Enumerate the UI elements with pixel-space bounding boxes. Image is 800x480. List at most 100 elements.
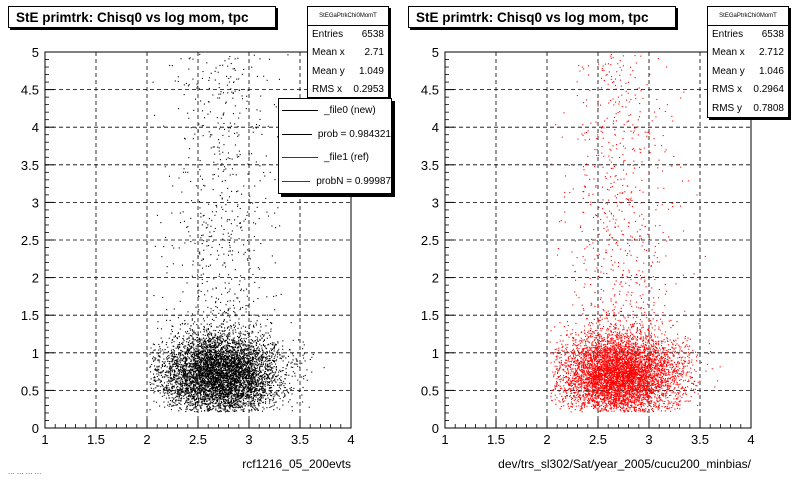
scatter-point xyxy=(242,393,244,395)
scatter-point xyxy=(271,348,273,350)
scatter-point xyxy=(194,321,196,323)
scatter-point xyxy=(218,298,220,300)
scatter-point xyxy=(222,387,224,389)
scatter-point xyxy=(152,358,154,360)
scatter-point xyxy=(228,402,230,404)
scatter-point xyxy=(220,323,222,325)
scatter-point xyxy=(208,369,210,371)
scatter-point xyxy=(245,344,247,346)
scatter-point xyxy=(215,408,217,410)
scatter-point xyxy=(189,378,191,380)
scatter-point xyxy=(276,393,278,395)
scatter-point xyxy=(183,374,185,376)
scatter-point xyxy=(255,390,257,392)
scatter-point xyxy=(249,361,251,363)
scatter-point xyxy=(254,378,256,380)
scatter-point xyxy=(190,402,192,404)
scatter-point xyxy=(262,401,264,403)
scatter-point xyxy=(216,359,218,361)
scatter-point xyxy=(262,381,264,383)
scatter-point xyxy=(212,336,214,338)
scatter-point xyxy=(250,388,252,390)
scatter-point xyxy=(184,380,186,382)
scatter-point xyxy=(164,374,166,376)
scatter-point xyxy=(169,376,171,378)
scatter-point xyxy=(218,407,220,409)
scatter-point xyxy=(215,409,217,411)
scatter-point xyxy=(210,397,212,399)
scatter-point xyxy=(257,385,259,387)
scatter-point xyxy=(228,274,230,276)
scatter-point xyxy=(216,352,218,354)
scatter-point xyxy=(213,363,215,365)
scatter-point xyxy=(187,376,189,378)
scatter-point xyxy=(163,394,165,396)
scatter-point xyxy=(237,342,239,344)
scatter-point xyxy=(245,353,247,355)
scatter-point xyxy=(198,400,200,402)
scatter-point xyxy=(202,367,204,369)
scatter-point xyxy=(252,349,254,351)
scatter-point xyxy=(150,365,152,367)
scatter-point xyxy=(190,353,192,355)
scatter-point xyxy=(185,410,187,412)
scatter-point xyxy=(227,394,229,396)
scatter-point xyxy=(188,402,190,404)
scatter-point xyxy=(228,250,230,252)
scatter-point xyxy=(154,245,156,247)
scatter-point xyxy=(223,357,225,359)
scatter-point xyxy=(174,355,176,357)
scatter-point xyxy=(247,405,249,407)
scatter-point xyxy=(197,365,199,367)
scatter-point xyxy=(257,383,259,385)
scatter-point xyxy=(219,359,221,361)
scatter-point xyxy=(293,363,295,365)
scatter-point xyxy=(245,362,247,364)
scatter-point xyxy=(275,391,277,393)
scatter-point xyxy=(217,375,219,377)
scatter-point xyxy=(272,376,274,378)
scatter-point xyxy=(311,371,313,373)
scatter-point xyxy=(243,371,245,373)
scatter-point xyxy=(238,363,240,365)
scatter-point xyxy=(222,356,224,358)
scatter-point xyxy=(251,330,253,332)
scatter-point xyxy=(168,371,170,373)
scatter-point xyxy=(277,390,279,392)
scatter-point xyxy=(231,278,233,280)
scatter-point xyxy=(214,340,216,342)
scatter-point xyxy=(206,330,208,332)
scatter-point xyxy=(183,220,185,222)
scatter-point xyxy=(243,359,245,361)
scatter-point xyxy=(169,353,171,355)
scatter-point xyxy=(198,337,200,339)
scatter-point xyxy=(220,374,222,376)
scatter-point xyxy=(241,368,243,370)
scatter-point xyxy=(246,356,248,358)
scatter-point xyxy=(233,324,235,326)
scatter-point xyxy=(233,82,235,84)
scatter-point xyxy=(173,386,175,388)
scatter-point xyxy=(253,345,255,347)
scatter-point xyxy=(200,216,202,218)
scatter-point xyxy=(250,370,252,372)
scatter-point xyxy=(227,374,229,376)
scatter-point xyxy=(220,337,222,339)
scatter-point xyxy=(178,402,180,404)
scatter-point xyxy=(208,340,210,342)
scatter-point xyxy=(205,393,207,395)
scatter-point xyxy=(236,341,238,343)
scatter-point xyxy=(253,341,255,343)
scatter-point xyxy=(239,371,241,373)
scatter-point xyxy=(201,357,203,359)
left-panel: 1 1.5 2 2.5 3 3.5 4 0 0.5 1 1.5 2 2.5 3 3.5 4 4.5 5 rcf121… xyxy=(8,6,392,476)
scatter-point xyxy=(248,388,250,390)
scatter-point xyxy=(240,394,242,396)
scatter-point xyxy=(271,382,273,384)
scatter-point xyxy=(205,383,207,385)
scatter-point xyxy=(199,407,201,409)
scatter-point xyxy=(229,369,231,371)
scatter-point xyxy=(219,330,221,332)
scatter-point xyxy=(190,368,192,370)
scatter-point xyxy=(253,314,255,316)
